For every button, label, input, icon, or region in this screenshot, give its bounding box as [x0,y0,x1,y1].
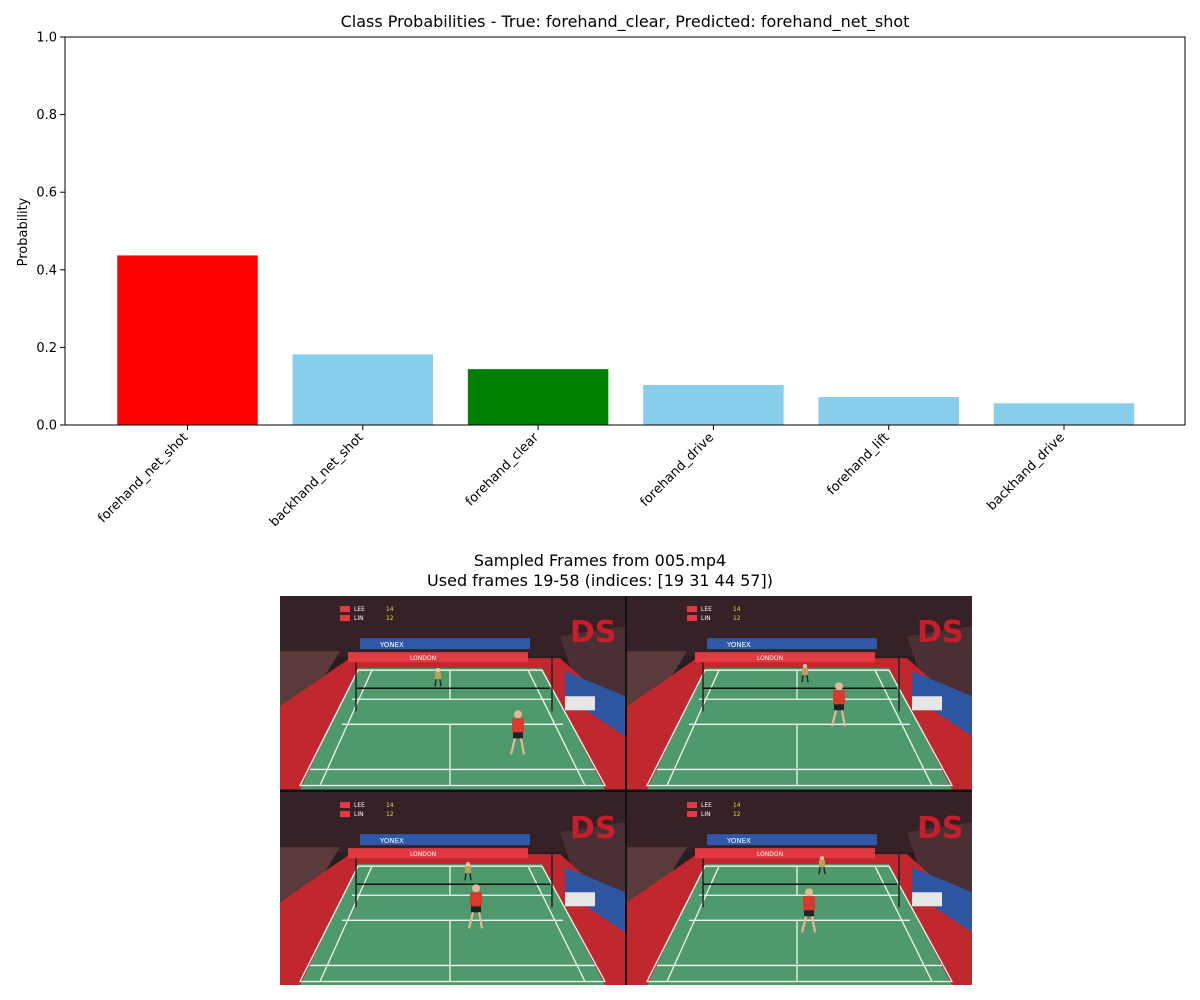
ad-board-text-2: LONDON [757,655,783,662]
x-tick-label: forehand_drive [638,430,718,510]
svg-text:12: 12 [733,615,741,622]
near-player [509,710,526,755]
bar-forehand-lift [818,397,959,425]
plot-frame [64,36,1186,426]
y-tick-label: 0.2 [36,341,57,356]
ad-board-bottom [348,847,528,858]
y-axis-label: Probability [16,197,31,266]
svg-text:LEE: LEE [701,606,712,613]
court-lines [298,865,607,982]
far-player [464,861,472,880]
svg-text:14: 14 [386,802,394,809]
far-player [818,855,826,874]
x-tick-label: forehand_lift [824,430,892,498]
umpire-box [912,891,942,906]
frames-title-line2: Used frames 19-58 (indices: [19 31 44 57… [427,571,773,590]
ad-board-text: YONEX [379,641,404,649]
x-tick-label: backhand_net_shot [267,430,367,530]
frame-image-3: YONEX LONDON DS LEE LIN 14 12 [280,791,625,985]
near-player [830,682,847,727]
bar-forehand-net-shot [117,255,258,425]
bar-forehand-drive [643,385,784,425]
scoreboard: LEE LIN 14 12 [340,606,394,622]
ad-board-top [707,638,877,650]
svg-text:12: 12 [386,615,394,622]
y-tick-label: 0.6 [36,186,57,201]
logo: DS [570,811,616,846]
bar-backhand-drive [993,403,1135,425]
logo: DS [917,615,963,650]
near-player [800,887,817,933]
court-lines [645,669,954,787]
svg-text:14: 14 [733,802,741,809]
ad-board-bottom [695,847,875,858]
frame-image-2: YONEX LONDON DS LEE LIN 14 12 [627,596,972,790]
svg-text:14: 14 [386,606,394,613]
court-lines [645,865,954,982]
svg-text:LEE: LEE [354,802,365,809]
x-tick-label: backhand_drive [984,430,1067,513]
bar-backhand-net-shot [292,354,434,425]
court-surface [647,668,952,790]
frame-image-4: YONEX LONDON DS LEE LIN 14 12 [627,791,972,985]
logo: DS [917,811,963,846]
y-tick-label: 0.4 [36,263,57,278]
scoreboard: LEE LIN 14 12 [687,801,741,818]
court-lines [298,669,607,787]
svg-text:14: 14 [733,606,741,613]
scoreboard: LEE LIN 14 12 [687,606,741,622]
far-player [801,663,809,683]
sampled-frames-grid: YONEX LONDON DS LEE LIN 14 12 YONEX LONDON DS LEE… [280,596,972,985]
bar-chart: Class Probabilities - True: forehand_cle… [16,12,1186,530]
chart-title: Class Probabilities - True: forehand_cle… [341,12,910,32]
scoreboard: LEE LIN 14 12 [340,801,394,818]
ad-board-text-2: LONDON [410,655,436,662]
ad-board-text: YONEX [726,641,751,649]
umpire-box [912,696,942,711]
court-surface [300,668,605,790]
x-tick-label: forehand_clear [463,430,543,510]
y-tick-label: 1.0 [36,31,57,46]
x-tick-label: forehand_net_shot [95,430,191,526]
svg-text:12: 12 [733,811,741,818]
svg-text:LIN: LIN [701,615,711,622]
ad-board-text: YONEX [726,837,751,845]
frame-image-1: YONEX LONDON DS LEE LIN 14 12 [280,596,625,790]
ad-board-bottom [348,652,528,663]
umpire-box [565,891,595,906]
ad-board-text: YONEX [379,837,404,845]
umpire-box [565,696,595,711]
far-player [434,667,442,687]
near-player [467,883,484,929]
frames-title-line1: Sampled Frames from 005.mp4 [473,551,727,570]
court-surface [300,863,605,985]
ad-board-top [360,638,530,650]
ad-board-bottom [695,652,875,663]
court-surface [647,863,952,985]
svg-text:12: 12 [386,811,394,818]
y-tick-label: 0.8 [36,108,57,123]
y-tick-label: 0.0 [36,419,57,434]
svg-text:LEE: LEE [354,606,365,613]
ad-board-top [707,833,877,845]
logo: DS [570,615,616,650]
svg-text:LIN: LIN [354,811,364,818]
svg-text:LIN: LIN [354,615,364,622]
bar-forehand-clear [467,369,609,425]
svg-text:LEE: LEE [701,802,712,809]
ad-board-top [360,833,530,845]
ad-board-text-2: LONDON [410,851,436,858]
svg-text:LIN: LIN [701,811,711,818]
ad-board-text-2: LONDON [757,851,783,858]
